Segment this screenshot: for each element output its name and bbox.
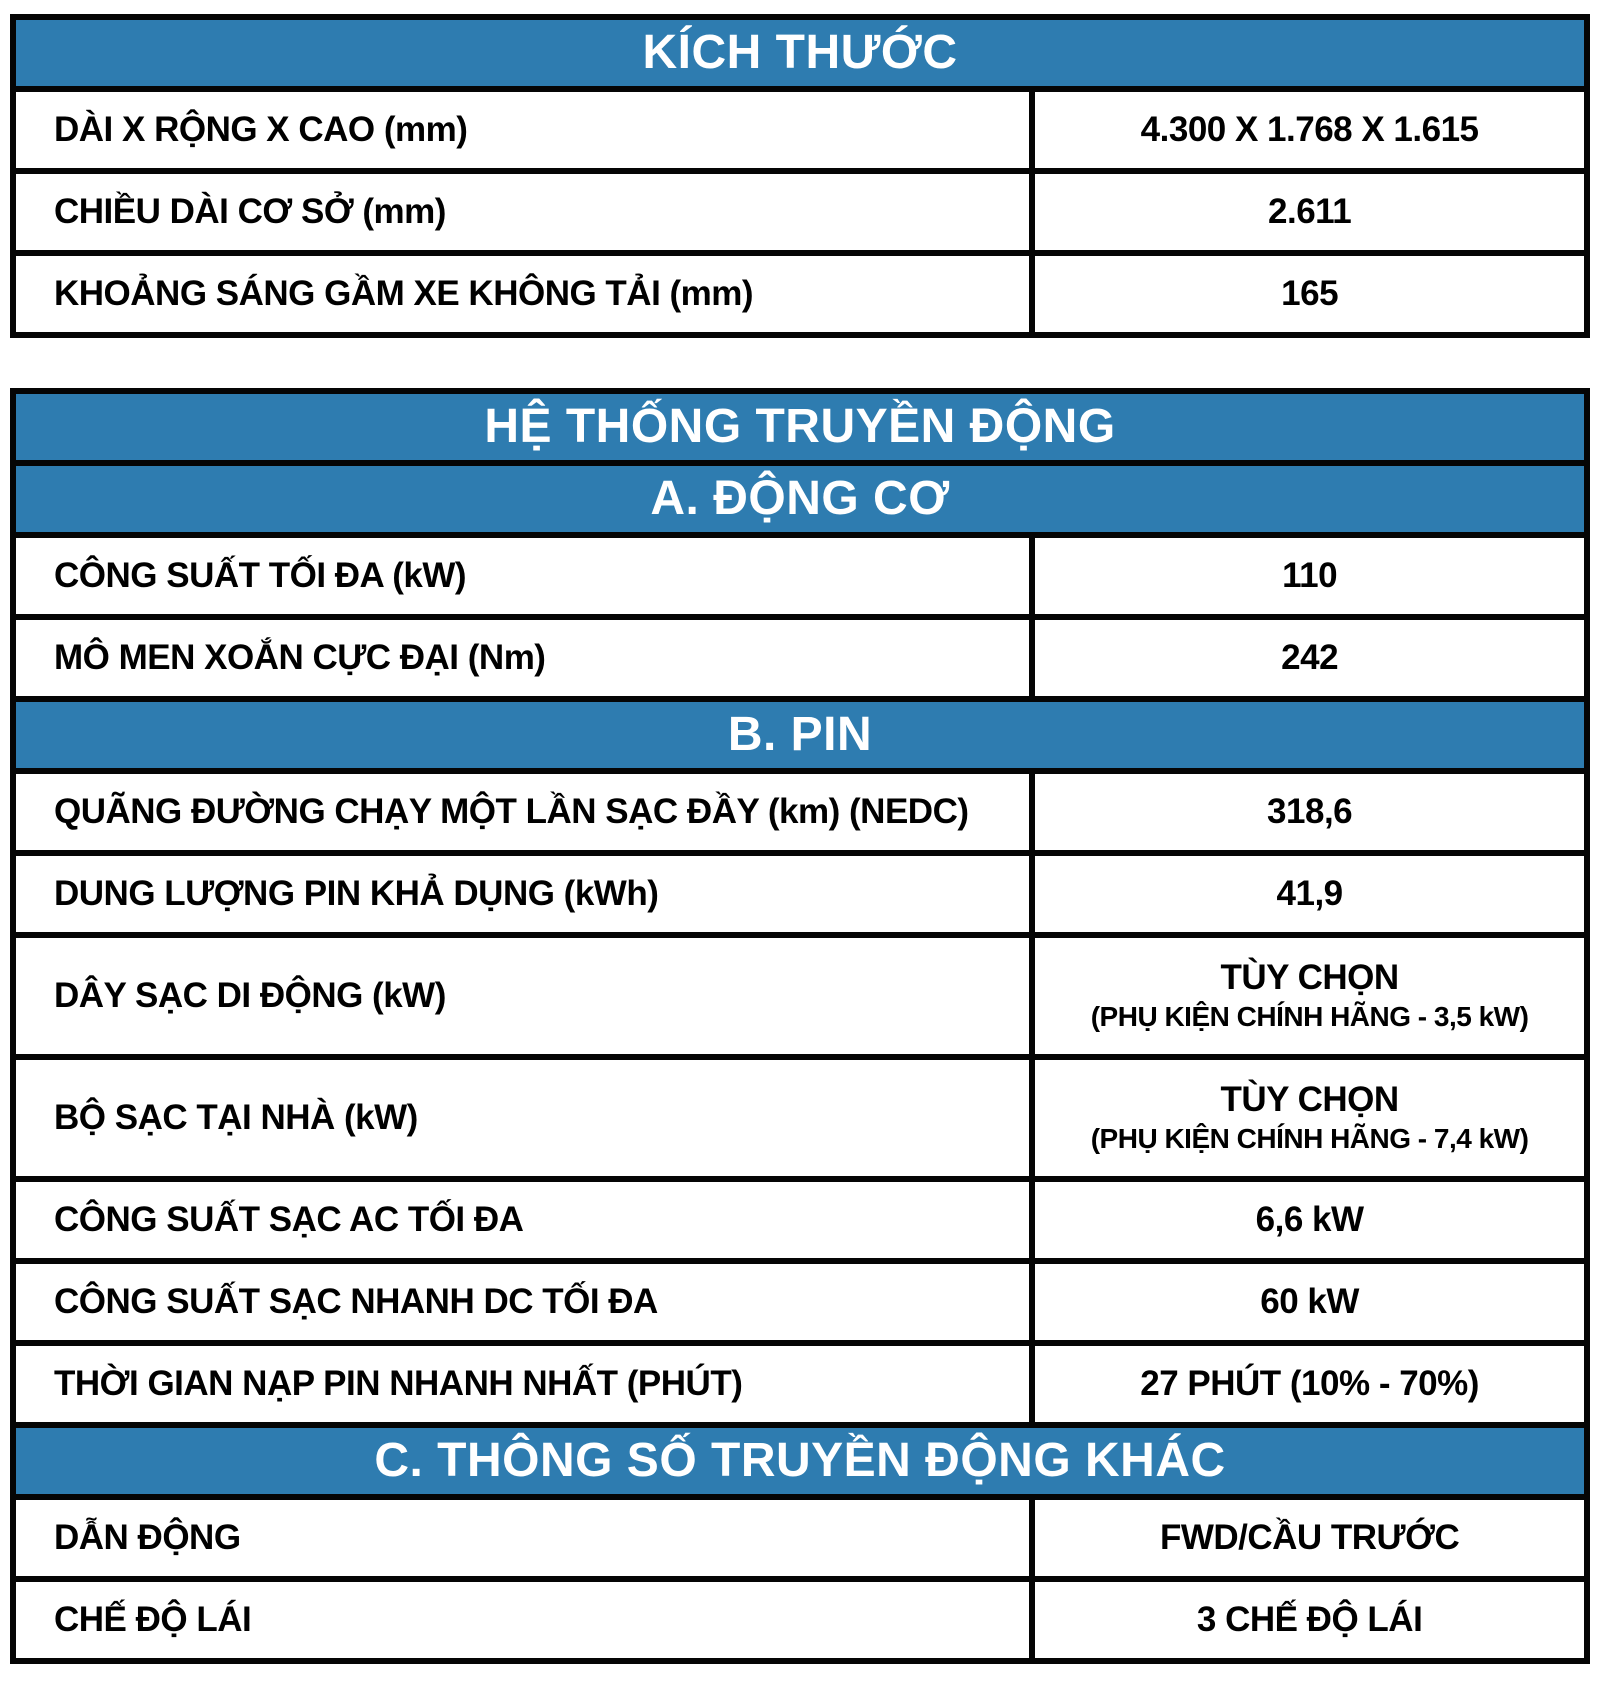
table-title: KÍCH THƯỚC [16, 20, 1584, 92]
spec-label: DẪN ĐỘNG [16, 1500, 1036, 1576]
spec-label: CÔNG SUẤT SẠC NHANH DC TỐI ĐA [16, 1264, 1036, 1340]
spec-row: THỜI GIAN NẠP PIN NHANH NHẤT (PHÚT) 27 PH… [16, 1346, 1584, 1428]
spec-value: 4.300 X 1.768 X 1.615 [1035, 92, 1584, 168]
spec-label: DÂY SẠC DI ĐỘNG (kW) [16, 938, 1036, 1054]
spec-row: DẪN ĐỘNG FWD/CẦU TRƯỚC [16, 1500, 1584, 1582]
spec-row: KHOẢNG SÁNG GẦM XE KHÔNG TẢI (mm) 165 [16, 256, 1584, 332]
table-title: HỆ THỐNG TRUYỀN ĐỘNG [16, 394, 1584, 466]
spec-value-text: 242 [1281, 637, 1339, 677]
spec-value-note: (PHỤ KIỆN CHÍNH HÃNG - 7,4 kW) [1090, 1123, 1529, 1155]
spec-row: DÀI X RỘNG X CAO (mm) 4.300 X 1.768 X 1.6… [16, 92, 1584, 174]
spec-value: 110 [1035, 538, 1584, 614]
spec-value: 165 [1035, 256, 1584, 332]
spec-row: MÔ MEN XOẮN CỰC ĐẠI (Nm) 242 [16, 620, 1584, 702]
spec-value: 2.611 [1035, 174, 1584, 250]
spec-value-text: 165 [1281, 273, 1339, 313]
spec-label: CÔNG SUẤT SẠC AC TỐI ĐA [16, 1182, 1036, 1258]
spec-row: CHIỀU DÀI CƠ SỞ (mm) 2.611 [16, 174, 1584, 256]
spec-table-0: KÍCH THƯỚC DÀI X RỘNG X CAO (mm) 4.300 X 1… [10, 14, 1590, 338]
spec-value-text: FWD/CẦU TRƯỚC [1159, 1517, 1460, 1557]
spec-row: CHẾ ĐỘ LÁI 3 CHẾ ĐỘ LÁI [16, 1582, 1584, 1658]
spec-value-note: (PHỤ KIỆN CHÍNH HÃNG - 3,5 kW) [1090, 1001, 1529, 1033]
spec-row: QUÃNG ĐƯỜNG CHẠY MỘT LẦN SẠC ĐẦY (km) (N… [16, 774, 1584, 856]
spec-value-text: 27 PHÚT (10% - 70%) [1140, 1363, 1479, 1403]
spec-value-text: 60 kW [1260, 1281, 1359, 1321]
spec-row: DÂY SẠC DI ĐỘNG (kW) TÙY CHỌN (PHỤ KIỆN CH… [16, 938, 1584, 1060]
spec-table-1: HỆ THỐNG TRUYỀN ĐỘNG A. ĐỘNG CƠ CÔNG SUẤT … [10, 388, 1590, 1664]
spec-value-text: 2.611 [1268, 191, 1352, 231]
spec-label: CÔNG SUẤT TỐI ĐA (kW) [16, 538, 1036, 614]
spec-value: 318,6 [1035, 774, 1584, 850]
section-title: B. PIN [16, 702, 1584, 774]
spec-label: KHOẢNG SÁNG GẦM XE KHÔNG TẢI (mm) [16, 256, 1036, 332]
spec-label: CHẾ ĐỘ LÁI [16, 1582, 1036, 1658]
spec-row: BỘ SẠC TẠI NHÀ (kW) TÙY CHỌN (PHỤ KIỆN CHÍ… [16, 1060, 1584, 1182]
spec-value-text: 318,6 [1267, 791, 1353, 831]
spec-label: DÀI X RỘNG X CAO (mm) [16, 92, 1036, 168]
spec-row: CÔNG SUẤT SẠC NHANH DC TỐI ĐA 60 kW [16, 1264, 1584, 1346]
spec-value: 41,9 [1035, 856, 1584, 932]
spec-value-text: TÙY CHỌN [1220, 958, 1400, 998]
spec-value-text: 110 [1282, 555, 1338, 595]
spec-label: CHIỀU DÀI CƠ SỞ (mm) [16, 174, 1036, 250]
spec-label: MÔ MEN XOẮN CỰC ĐẠI (Nm) [16, 620, 1036, 696]
spec-value: 242 [1035, 620, 1584, 696]
spec-label: BỘ SẠC TẠI NHÀ (kW) [16, 1060, 1036, 1176]
spec-value: 3 CHẾ ĐỘ LÁI [1035, 1582, 1584, 1658]
section-title: A. ĐỘNG CƠ [16, 466, 1584, 538]
spec-value: TÙY CHỌN (PHỤ KIỆN CHÍNH HÃNG - 3,5 kW) [1035, 938, 1584, 1054]
spec-value: TÙY CHỌN (PHỤ KIỆN CHÍNH HÃNG - 7,4 kW) [1035, 1060, 1584, 1176]
spec-value: 60 kW [1035, 1264, 1584, 1340]
spec-row: CÔNG SUẤT SẠC AC TỐI ĐA 6,6 kW [16, 1182, 1584, 1264]
spec-value: 27 PHÚT (10% - 70%) [1035, 1346, 1584, 1422]
spec-row: CÔNG SUẤT TỐI ĐA (kW) 110 [16, 538, 1584, 620]
spec-label: QUÃNG ĐƯỜNG CHẠY MỘT LẦN SẠC ĐẦY (km) (N… [16, 774, 1036, 850]
spec-value: 6,6 kW [1035, 1182, 1584, 1258]
spec-value-text: 6,6 kW [1255, 1199, 1364, 1239]
spec-label: DUNG LƯỢNG PIN KHẢ DỤNG (kWh) [16, 856, 1036, 932]
spec-value-text: 4.300 X 1.768 X 1.615 [1140, 109, 1479, 149]
spec-row: DUNG LƯỢNG PIN KHẢ DỤNG (kWh) 41,9 [16, 856, 1584, 938]
spec-value: FWD/CẦU TRƯỚC [1035, 1500, 1584, 1576]
section-title: C. THÔNG SỐ TRUYỀN ĐỘNG KHÁC [16, 1428, 1584, 1500]
spec-label: THỜI GIAN NẠP PIN NHANH NHẤT (PHÚT) [16, 1346, 1036, 1422]
spec-value-text: TÙY CHỌN [1220, 1080, 1400, 1120]
spec-value-text: 41,9 [1276, 873, 1344, 913]
spec-value-text: 3 CHẾ ĐỘ LÁI [1196, 1599, 1423, 1639]
